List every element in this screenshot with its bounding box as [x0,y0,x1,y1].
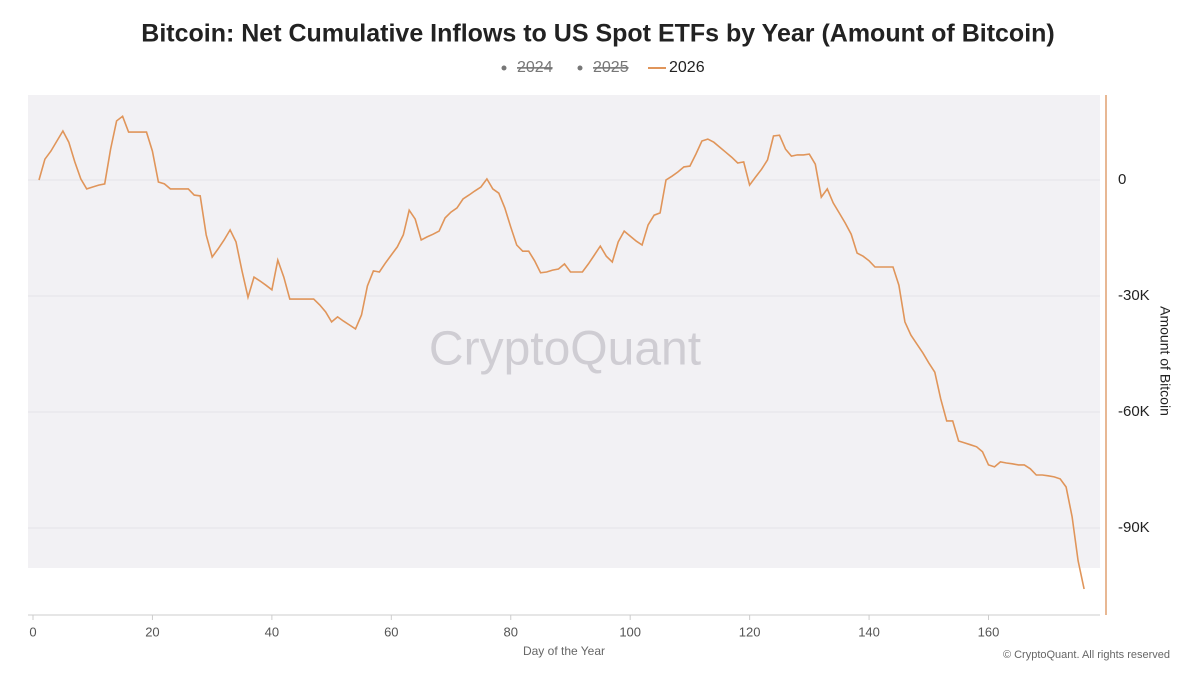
x-tick-label: 140 [858,624,880,639]
footer: © CryptoQuant. All rights reserved [1003,649,1170,661]
data-line [38,115,1085,590]
legend-label[interactable]: 2026 [669,59,705,76]
y-axis-label: Amount of Bitcoin [1157,306,1173,416]
x-tick-label: 60 [384,624,398,639]
plot-background [28,95,1100,568]
x-tick-label: 120 [739,624,761,639]
x-axis-label: Day of the Year [523,644,605,658]
x-tick-label: 40 [265,624,279,639]
x-tick-label: 0 [29,624,36,639]
y-tick-label: -60K [1118,403,1150,420]
y-tick-label: -90K [1118,519,1150,536]
x-tick-label: 80 [504,624,518,639]
x-tick-label: 160 [978,624,1000,639]
watermark: CryptoQuant [429,323,701,376]
x-tick-label: 100 [619,624,641,639]
chart-title: Bitcoin: Net Cumulative Inflows to US Sp… [141,20,1054,48]
y-tick-label: -30K [1118,287,1150,304]
y-tick-label: 0 [1118,171,1126,188]
x-tick-label: 20 [145,624,159,639]
legend-marker [501,65,507,71]
legend-marker [577,65,583,71]
legend-label[interactable]: 2025 [593,59,629,76]
legend-label[interactable]: 2024 [517,59,553,76]
